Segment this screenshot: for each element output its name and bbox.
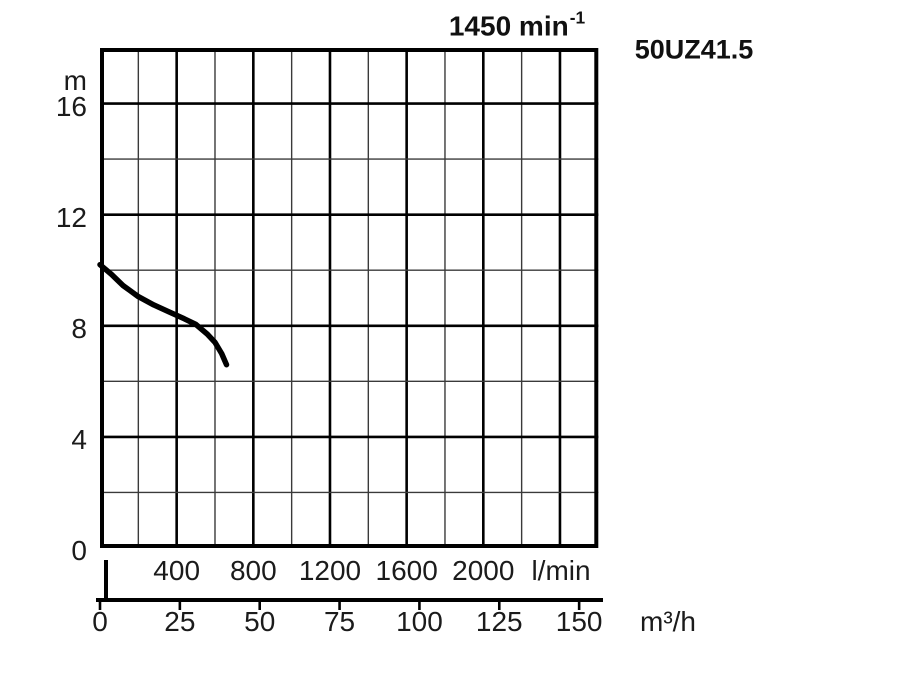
flow-lmin-tick-label: 1200 — [298, 555, 362, 586]
model-label: 50UZ41.5 — [634, 34, 754, 65]
y-axis-tick-label: 0 — [71, 535, 87, 566]
head-capacity-curve — [97, 261, 230, 368]
speed-value: 1450 min — [448, 10, 569, 42]
flow-m3h-tick-label: 150 — [555, 606, 603, 637]
flow-m3h-tick-label: 75 — [323, 606, 356, 637]
speed-exponent: -1 — [569, 7, 586, 28]
y-axis-tick-label: 16 — [55, 90, 87, 122]
flow-m3h-tick-label: 25 — [164, 606, 196, 637]
flow-lmin-tick-label: 800 — [229, 555, 277, 586]
flow-m3h-tick-label: 125 — [475, 606, 523, 637]
flow-m3h-tick-label: 100 — [396, 606, 443, 637]
flow-lmin-unit: l/min — [531, 555, 591, 586]
flow-lmin-tick-label: 1600 — [375, 555, 438, 586]
y-axis-unit: m — [63, 65, 87, 96]
plot-border — [100, 48, 599, 548]
flow-m3h-tick-label: 50 — [244, 606, 276, 637]
y-axis-tick-label: 4 — [71, 423, 87, 455]
y-axis-tick-label: 8 — [71, 312, 87, 344]
flow-m3h-tick-label: 0 — [92, 606, 108, 637]
flow-lmin-tick-label: 400 — [153, 555, 201, 586]
speed-label: 1450 min-1 — [448, 9, 585, 42]
flow-m3h-unit: m³/h — [640, 606, 696, 637]
flow-lmin-tick-label: 2000 — [452, 555, 515, 586]
y-axis-tick-label: 12 — [55, 201, 87, 233]
